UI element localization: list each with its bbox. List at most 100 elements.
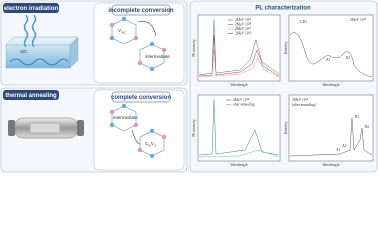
peak-label: A1 (336, 148, 341, 152)
axis-label: Wavelength (230, 163, 247, 167)
defect-label: V (118, 28, 121, 33)
shape (29, 122, 61, 134)
shape (109, 22, 115, 28)
legend-exp: 15 (249, 17, 252, 20)
section-title: PL characterization (255, 6, 311, 12)
shape (109, 109, 167, 153)
shape (198, 49, 280, 78)
shape (109, 109, 115, 115)
intermediate-label: intermediate (145, 54, 170, 59)
shape (109, 16, 155, 72)
peak-label: A2 (342, 144, 347, 148)
shape (133, 35, 139, 41)
shape (198, 19, 373, 158)
peak-label: B1 (346, 56, 350, 60)
shape (111, 91, 171, 103)
shape (137, 21, 157, 37)
shape (288, 14, 374, 82)
shape (149, 128, 155, 134)
shape (109, 122, 115, 128)
legend-entry: 2MeV 1015 (235, 17, 252, 21)
shape (109, 103, 155, 159)
axis-label: Wavelength (230, 83, 247, 87)
shape (161, 47, 167, 53)
legend-text: 2MeV 10 (235, 22, 249, 26)
shape (288, 94, 374, 162)
axis-label: Wavelength (322, 163, 339, 167)
shape (133, 122, 139, 128)
shape (131, 129, 141, 145)
badge (3, 3, 59, 13)
section-title: electron irradiation (4, 6, 59, 12)
legend-text: 2MeV 10 (235, 18, 249, 22)
shape (121, 16, 127, 22)
defect-subscript: Si (148, 143, 151, 147)
axis-label: PL intensity (192, 39, 196, 57)
box-title: incomplete conversion (108, 8, 174, 14)
label: CSiVC (145, 141, 157, 147)
axis-label: Wavelength (322, 83, 339, 87)
axis-label: PL intensity (192, 119, 196, 137)
graphical-abstract: electron irradiation SiC incomplete conv… (0, 0, 378, 173)
shape (197, 94, 281, 162)
legend-text: 2MeV 10 (292, 98, 306, 102)
shape (109, 35, 115, 41)
shape (111, 4, 171, 16)
axis-label: Intensity (284, 122, 288, 135)
peak-label: B1 (355, 115, 359, 119)
shape (149, 153, 155, 159)
defect-subscript: SiC (121, 30, 127, 34)
shape (289, 32, 373, 78)
intermediate-label: intermediate (113, 115, 138, 120)
defect-label: C (145, 141, 149, 146)
peak-label: UD1 (300, 20, 307, 24)
legend-exp: 18 (306, 97, 309, 100)
label: 2MeV 1018 (292, 97, 309, 101)
shape (149, 66, 155, 72)
shape (197, 14, 374, 162)
legend-exp: 16 (249, 22, 252, 25)
peak-label: B2 (365, 125, 369, 129)
shape (149, 41, 155, 47)
legend-entry: 2MeV 1018 (235, 31, 252, 35)
legend-text: 2MeV 10 (233, 98, 247, 102)
shape (77, 120, 84, 136)
legend-entry: 2MeV 1017 (235, 26, 252, 30)
shape (109, 22, 167, 66)
shape (198, 19, 280, 76)
shape (8, 120, 15, 136)
shape (198, 34, 280, 77)
shape (198, 99, 280, 156)
shape (121, 103, 127, 109)
shape (198, 149, 280, 158)
legend-text: 2MeV 10 (350, 18, 364, 22)
legend-exp: 18 (364, 17, 367, 20)
shape (9, 58, 69, 66)
shape (289, 117, 373, 157)
legend-text: 2MeV 10 (235, 31, 249, 35)
shape (3, 90, 59, 100)
shape (161, 134, 167, 140)
legend-note: (after annealing) (292, 103, 317, 107)
material-label: SiC (20, 49, 28, 54)
legend-entry: 2MeV 1016 (235, 22, 252, 26)
legend-text: 2MeV 10 (235, 27, 249, 31)
legend-exp: 17 (249, 26, 252, 29)
legend-text: after annealing (233, 102, 255, 106)
legend-entry: 2MeV 1018 (233, 97, 250, 101)
shape (31, 14, 37, 48)
section-title: thermal annealing (5, 93, 57, 99)
shape (69, 36, 79, 69)
shape (5, 44, 71, 69)
legend-exp: 18 (249, 31, 252, 34)
shape (137, 60, 143, 66)
label: VSiC (118, 28, 127, 34)
axis-label: Intensity (284, 42, 288, 55)
shape (23, 14, 37, 48)
shape (137, 147, 143, 153)
defect-subscript: C (154, 143, 157, 147)
defect-label: V (151, 141, 154, 146)
peak-label: A1 (326, 58, 331, 62)
